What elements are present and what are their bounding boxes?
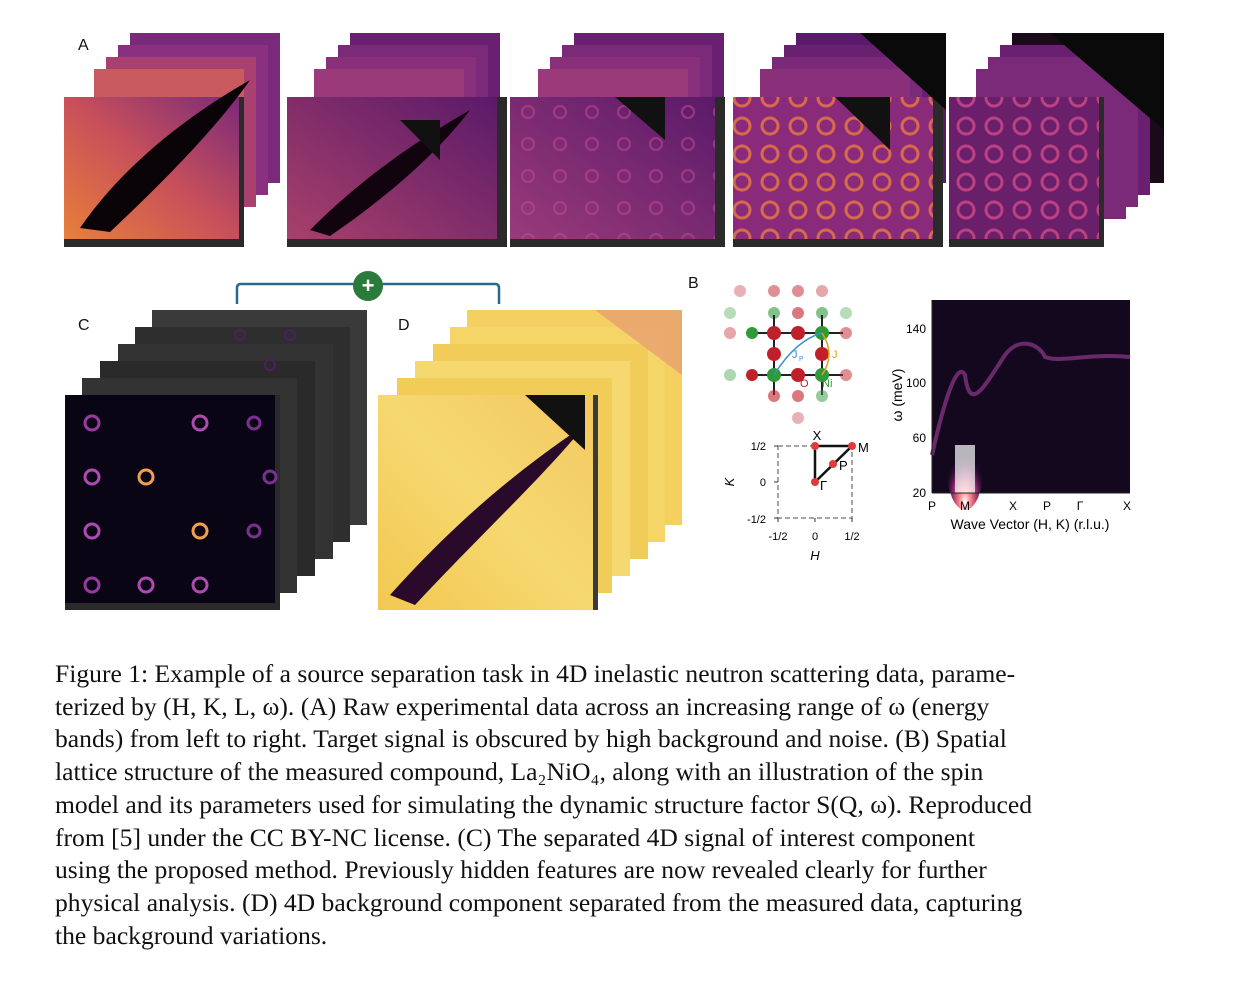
bz-ytick-top: 1/2 — [751, 441, 766, 453]
dispersion-ylabel: ω (meV) — [890, 369, 905, 422]
dispersion-xlabel: Wave Vector (H, K) (r.l.u.) — [951, 516, 1110, 532]
bz-ytick-bot: -1/2 — [747, 514, 766, 526]
xtick-p1: P — [928, 499, 936, 513]
xtick-gamma: Γ — [1077, 499, 1084, 513]
bz-ytick-mid: 0 — [760, 477, 766, 489]
xtick-p2: P — [1043, 499, 1051, 513]
caption-line: terized by (H, K, L, ω). (A) Raw experim… — [55, 691, 990, 721]
plus-icon — [353, 271, 383, 301]
caption-line: from [5] under the CC BY-NC license. (C)… — [55, 822, 975, 852]
coupling-jp-label: J — [792, 349, 798, 361]
dispersion-xticks: P M X P Γ X — [928, 499, 1131, 513]
ytick-140: 140 — [906, 322, 926, 336]
panel-c-signal — [65, 310, 367, 610]
bz-point-m: M — [858, 440, 869, 455]
xtick-x2: X — [1123, 499, 1131, 513]
caption-line: lattice structure of the measured compou… — [55, 757, 984, 787]
bz-xtick-right: 1/2 — [844, 531, 859, 543]
caption-line: physical analysis. (D) 4D background com… — [55, 887, 1023, 917]
caption-line: using the proposed method. Previously hi… — [55, 855, 987, 885]
bz-ylabel: K — [722, 476, 737, 486]
caption-line: model and its parameters used for simula… — [55, 789, 1033, 819]
dispersion-heatmap: 140 100 60 20 P M X P Γ X Wave Vector (H… — [890, 300, 1131, 532]
raw-stack-3 — [510, 33, 725, 247]
brillouin-zone-diagram: 1/2 0 -1/2 -1/2 0 1/2 H K X M P Γ — [722, 430, 869, 563]
ytick-60: 60 — [913, 431, 927, 445]
bz-point-p: P — [839, 458, 848, 473]
caption-line: bands) from left to right. Target signal… — [55, 724, 1007, 754]
ytick-100: 100 — [906, 376, 926, 390]
raw-stack-1 — [64, 33, 280, 247]
raw-stack-4 — [733, 33, 946, 247]
bz-xtick-left: -1/2 — [769, 531, 788, 543]
panel-d-background — [378, 310, 682, 610]
xtick-x1: X — [1009, 499, 1017, 513]
panel-b-label: B — [688, 275, 699, 292]
lattice-atoms — [724, 285, 852, 424]
bz-xlabel: H — [810, 548, 820, 563]
coupling-j-label: J — [832, 349, 838, 361]
ytick-20: 20 — [913, 486, 927, 500]
signal-rings — [83, 329, 296, 594]
panel-a-raw-data — [64, 33, 1164, 247]
raw-stack-5 — [949, 33, 1164, 247]
caption-line: the background variations. — [55, 920, 328, 950]
raw-stack-2 — [287, 33, 507, 247]
panel-c-label: C — [78, 317, 90, 334]
bz-xtick-mid: 0 — [812, 531, 818, 543]
bz-point-gamma: Γ — [820, 478, 827, 493]
figure-caption: Figure 1: Example of a source separation… — [55, 658, 1180, 952]
bz-point-x: X — [813, 430, 822, 443]
caption-line: Figure 1: Example of a source separation… — [55, 659, 1016, 688]
plus-symbol: + — [362, 273, 375, 298]
coupling-jp-sub: P — [799, 356, 804, 363]
combine-bracket: + — [235, 271, 501, 304]
panel-a-label: A — [78, 37, 89, 54]
dispersion-yticks: 140 100 60 20 — [906, 322, 926, 500]
atom-o-label: O — [800, 378, 809, 390]
lattice-diagram: J P J O Ni — [724, 285, 852, 424]
atom-ni-label: Ni — [822, 378, 832, 390]
xtick-m: M — [960, 499, 970, 513]
panel-d-label: D — [398, 317, 410, 334]
